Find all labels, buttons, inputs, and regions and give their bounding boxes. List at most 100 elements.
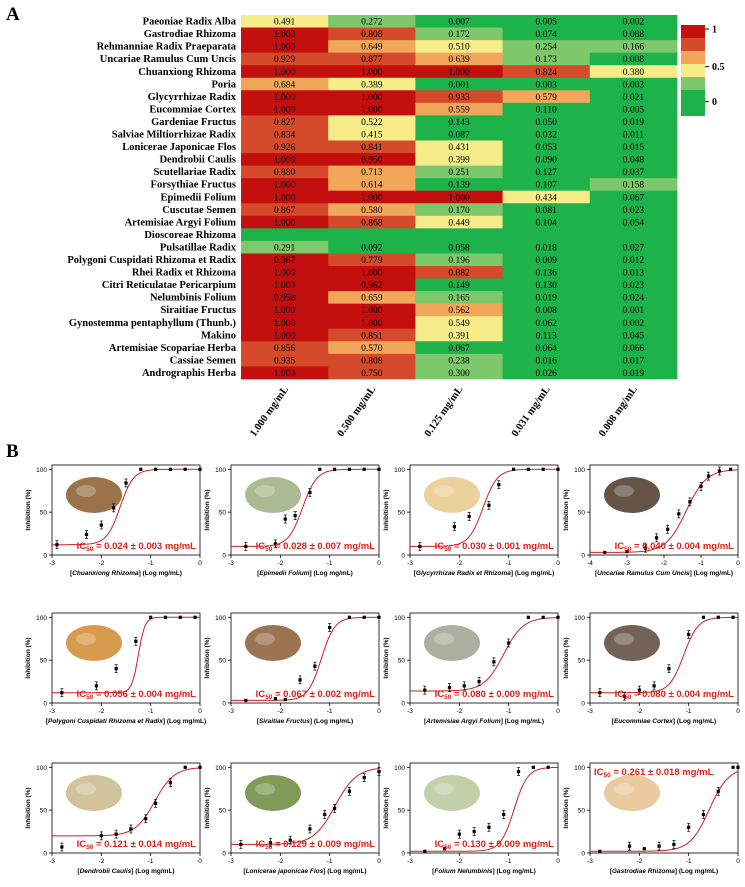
heatmap-cell (589, 240, 678, 254)
heatmap-row-label: Dioscoreae Rhizoma (144, 230, 236, 241)
heatmap-cell-value: 0.880 (274, 168, 296, 178)
data-point (556, 467, 560, 471)
x-tick-label: -1 (148, 708, 154, 715)
data-point (467, 514, 471, 519)
data-point (462, 684, 466, 688)
heatmap-cell (589, 52, 678, 66)
x-axis-label: [Dendrobii Caulis] (Log mg/mL) (77, 868, 174, 875)
heatmap-cell (241, 203, 329, 217)
heatmap-cell-value: 0.254 (536, 43, 558, 53)
heatmap-row-label: Gastrodiae Rhizoma (144, 29, 237, 40)
heatmap-row-label: Makino (201, 330, 236, 341)
heatmap-row-label: Pulsatillae Radix (160, 242, 237, 253)
data-point (497, 483, 501, 487)
heatmap-cell-value: 1.000 (274, 319, 296, 329)
data-point (273, 542, 277, 546)
heatmap-cell-value: 1.000 (274, 93, 296, 103)
heatmap-cell-value: 0.104 (536, 218, 558, 228)
y-tick-label: 100 (36, 765, 47, 772)
heatmap-row-label: Uncariae Ramulus Cum Uncis (100, 54, 236, 65)
y-tick-label: 50 (398, 510, 406, 517)
data-point (124, 481, 128, 485)
heatmap-cell-value: 0.024 (623, 294, 645, 304)
heatmap-row-label: Citri Reticulatae Pericarpium (102, 280, 236, 291)
data-point (129, 827, 133, 831)
y-tick-label: 50 (219, 658, 227, 665)
heatmap-cell (328, 140, 416, 154)
heatmap-cell (502, 253, 591, 267)
data-point (268, 841, 273, 845)
plot-frame (230, 762, 380, 854)
data-point (531, 765, 535, 769)
ic50-label: IC50 = 0.056 ± 0.004 mg/mL (77, 689, 197, 701)
data-point (377, 769, 381, 774)
heatmap-cell-value: 0.856 (274, 344, 296, 354)
plot-frame (409, 762, 559, 854)
data-point (134, 639, 138, 643)
data-point (477, 679, 481, 684)
heatmap-cell-value: 0.882 (448, 269, 470, 279)
heatmap-cell-value: 0.027 (623, 243, 645, 253)
heatmap-cell (415, 115, 503, 129)
data-point (347, 615, 351, 619)
heatmap-cell (415, 127, 503, 141)
heatmap-cell (589, 102, 678, 116)
heatmap-cell (241, 215, 329, 229)
plot-frame (589, 612, 739, 704)
heatmap-cell-value: 0.868 (361, 218, 383, 228)
data-point (423, 688, 427, 692)
heatmap-row-label: Forsythiae Fructus (151, 180, 236, 191)
heatmap-cell-value: 0.062 (536, 319, 558, 329)
heatmap-cell (328, 353, 416, 367)
heatmap-cell (589, 127, 678, 141)
data-point (472, 829, 476, 834)
heatmap-cell-value: 0.149 (448, 281, 470, 291)
data-point (149, 615, 153, 619)
fit-curve (590, 771, 739, 852)
x-axis-label: [Eucommiae Cortex] (Log mg/mL) (612, 718, 716, 725)
heatmap-cell-value: 0.867 (274, 206, 296, 216)
heatmap-cell (241, 115, 329, 129)
heatmap-cell-value: 0.649 (361, 43, 383, 53)
heatmap-cell-value: 0.058 (448, 243, 470, 253)
heatmap-cell (328, 366, 416, 380)
heatmap-cell (328, 341, 416, 355)
data-point (183, 765, 187, 769)
x-tick-label: -2 (98, 708, 104, 715)
data-point (323, 812, 327, 817)
x-tick-label: 0 (377, 560, 381, 567)
x-tick-label: -1 (506, 858, 512, 865)
y-axis-label: Inhibition (%) (25, 637, 32, 678)
heatmap-cell (589, 341, 678, 355)
data-point (163, 615, 168, 619)
heatmap-cell-value: 0.877 (361, 55, 383, 65)
heatmap-cell-value: 0.019 (623, 118, 645, 128)
heatmap-cell-value: 0.139 (448, 181, 470, 191)
heatmap-cell (328, 40, 416, 54)
ic50-label: IC50 = 0.040 ± 0.004 mg/mL (615, 541, 735, 553)
heatmap-cell-value: 1.000 (361, 93, 383, 103)
x-tick-label: 0 (736, 708, 740, 715)
y-tick-label: 100 (394, 615, 405, 622)
heatmap-cell (241, 303, 329, 317)
heatmap-cell-value: 0.090 (536, 156, 558, 166)
y-axis-label: Inhibition (%) (563, 787, 570, 828)
colorbar-tick-label: 1 (712, 25, 717, 36)
heatmap-cell (589, 90, 678, 104)
heatmap-cell (415, 366, 503, 380)
heatmap-cell-value: 0.166 (623, 43, 645, 53)
colorbar-swatch (681, 77, 705, 90)
heatmap-row-label: Dendrobii Caulis (159, 155, 236, 166)
x-tick-label: -2 (661, 560, 667, 567)
y-tick-label: 50 (578, 658, 586, 665)
data-point (526, 615, 530, 619)
heatmap-cell-value: 0.639 (448, 55, 470, 65)
heatmap-cell (241, 190, 329, 204)
data-point (492, 660, 496, 664)
heatmap-cell (328, 90, 416, 104)
heatmap-cell-value: 0.009 (536, 256, 558, 266)
heatmap-cell-value: 1.000 (361, 105, 383, 115)
heatmap-cell (589, 15, 678, 28)
data-point (362, 615, 366, 619)
heatmap-cell-value: 0.434 (536, 193, 558, 203)
